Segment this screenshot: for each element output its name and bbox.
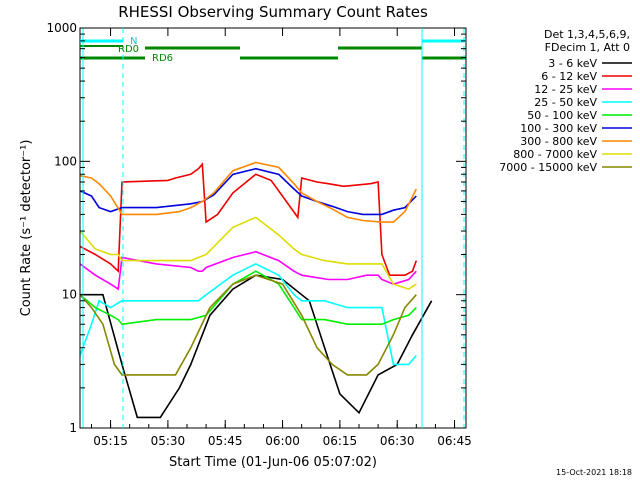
x-axis-label: Start Time (01-Jun-06 05:07:02) bbox=[169, 455, 377, 470]
legend-label-1: 6 - 12 keV bbox=[541, 70, 597, 83]
y-axis-label: Count Rate (s⁻¹ detector⁻¹) bbox=[19, 140, 34, 317]
legend-label-4: 50 - 100 keV bbox=[527, 109, 597, 122]
legend-header-2: FDecim 1, Att 0 bbox=[545, 41, 630, 54]
x-tick-label-2: 05:45 bbox=[208, 434, 243, 448]
chart-title: RHESSI Observing Summary Count Rates bbox=[118, 3, 428, 21]
x-ticks: 05:15 05:30 05:45 06:00 06:15 06:30 06:45 bbox=[90, 28, 472, 448]
series-line-1 bbox=[79, 162, 418, 276]
series-line-7 bbox=[79, 216, 417, 290]
x-tick-label-0: 05:15 bbox=[93, 434, 128, 448]
axes bbox=[79, 27, 467, 429]
legend-label-6: 300 - 800 keV bbox=[520, 135, 597, 148]
annotations: N RD0 RD6 bbox=[80, 28, 466, 428]
legend-label-3: 25 - 50 keV bbox=[534, 96, 597, 109]
series-line-3 bbox=[79, 263, 417, 366]
y-tick-label-3: 1000 bbox=[46, 21, 77, 35]
x-tick-label-6: 06:45 bbox=[437, 434, 472, 448]
x-tick-label-3: 06:00 bbox=[265, 434, 300, 448]
y-ticks: 1 10 100 1000 bbox=[46, 21, 466, 435]
x-tick-label-5: 06:30 bbox=[380, 434, 415, 448]
legend-label-5: 100 - 300 keV bbox=[520, 122, 597, 135]
legend: Det 1,3,4,5,6,9, FDecim 1, Att 0 3 - 6 k… bbox=[499, 28, 632, 174]
series-line-5 bbox=[79, 167, 417, 216]
legend-header-1: Det 1,3,4,5,6,9, bbox=[544, 28, 630, 41]
series-line-8 bbox=[79, 274, 417, 376]
x-tick-label-4: 06:15 bbox=[323, 434, 358, 448]
legend-label-2: 12 - 25 keV bbox=[534, 83, 597, 96]
legend-label-0: 3 - 6 keV bbox=[548, 57, 597, 70]
series-line-0 bbox=[80, 274, 433, 419]
legend-label-8: 7000 - 15000 keV bbox=[499, 161, 597, 174]
rd6-flag-label: RD6 bbox=[152, 53, 173, 64]
y-tick-label-2: 100 bbox=[54, 154, 77, 168]
n-flag-label: N bbox=[130, 36, 137, 47]
series-lines bbox=[79, 161, 433, 419]
y-tick-label-0: 1 bbox=[69, 421, 77, 435]
series-line-4 bbox=[79, 270, 417, 326]
x-tick-label-1: 05:30 bbox=[151, 434, 186, 448]
series-line-2 bbox=[79, 250, 417, 291]
footer-timestamp: 15-Oct-2021 18:18 bbox=[556, 468, 632, 477]
rd0-flag-label: RD0 bbox=[118, 44, 139, 55]
plot-frame bbox=[79, 27, 467, 429]
series-line-6 bbox=[79, 161, 418, 223]
legend-label-7: 800 - 7000 keV bbox=[513, 148, 597, 161]
y-tick-label-1: 10 bbox=[62, 288, 77, 302]
